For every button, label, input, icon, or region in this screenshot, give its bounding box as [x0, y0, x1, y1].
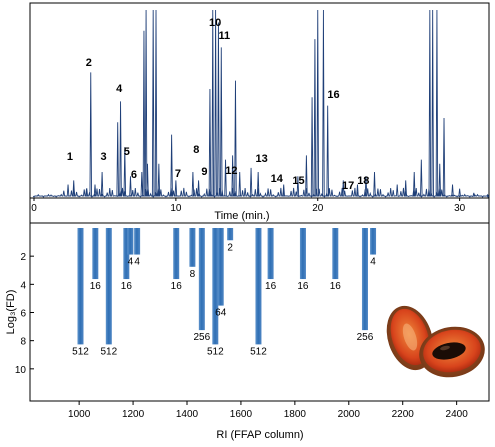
- aeda-bar-fd-label: 16: [90, 281, 102, 292]
- aeda-y-tick-label: 8: [20, 337, 26, 348]
- peak-label: 11: [218, 30, 230, 42]
- aeda-x-label: RI (FFAP column): [216, 429, 303, 441]
- aeda-x-tick-label: 1800: [284, 409, 307, 420]
- aeda-bar-fd-label: 512: [100, 346, 117, 357]
- aeda-bar-fd-label: 16: [330, 281, 342, 292]
- aeda-bar: [255, 228, 262, 345]
- aeda-panel: Log₃(FD) RI (FFAP column) 2 4 6 8 10 1000 120…: [5, 222, 490, 441]
- aeda-bar: [217, 228, 224, 306]
- peak-label: 10: [209, 17, 221, 29]
- aeda-bar-fd-label: 256: [193, 332, 210, 343]
- aeda-bar: [105, 228, 112, 345]
- chromatogram-x-tick-label: 20: [312, 203, 324, 214]
- aeda-bar-fd-label: 16: [265, 281, 277, 292]
- aeda-x-tick-label: 2200: [392, 409, 415, 420]
- aeda-bar: [127, 228, 134, 255]
- aeda-x-tick-label: 1200: [122, 409, 145, 420]
- aeda-bar-fd-label: 2: [227, 242, 233, 253]
- aeda-bar: [189, 228, 196, 267]
- peak-label: 4: [116, 83, 123, 95]
- peak-label: 18: [357, 175, 369, 187]
- aeda-bar-fd-label: 8: [190, 269, 196, 280]
- aeda-bar-fd-label: 512: [207, 346, 224, 357]
- aeda-bar: [92, 228, 99, 280]
- peak-label: 8: [193, 144, 199, 156]
- chromatogram-trace: [32, 9, 490, 198]
- aeda-bar: [134, 228, 141, 255]
- aeda-bar: [173, 228, 180, 280]
- peak-label: 7: [175, 168, 181, 180]
- aeda-x-tick-label: 2400: [446, 409, 469, 420]
- aeda-bar-fd-label: 512: [250, 346, 267, 357]
- aeda-y-tick-label: 4: [20, 280, 26, 291]
- aeda-bar-fd-label: 16: [121, 281, 133, 292]
- peak-label: 14: [271, 173, 284, 185]
- peak-label: 1: [67, 151, 73, 163]
- chromatogram-x-tick-label: 10: [170, 203, 182, 214]
- aeda-bar: [198, 228, 205, 331]
- peak-label: 12: [225, 165, 237, 177]
- aeda-bar: [227, 228, 234, 241]
- sapodilla-fruit-picture: [386, 305, 485, 378]
- peak-label: 16: [327, 89, 339, 101]
- aeda-bar-fd-label: 512: [72, 346, 89, 357]
- aeda-y-label: Log₃(FD): [5, 290, 17, 335]
- chromatogram-x-tick-label: 30: [454, 203, 466, 214]
- aeda-bar-fd-label: 256: [357, 332, 374, 343]
- aeda-x-tick-label: 1600: [230, 409, 253, 420]
- aeda-bar-fd-label: 16: [171, 281, 183, 292]
- aeda-bar: [361, 228, 368, 331]
- peak-label: 6: [131, 169, 137, 181]
- aeda-bar: [123, 228, 130, 280]
- peak-label: 9: [201, 166, 207, 178]
- aeda-bar: [370, 228, 377, 255]
- chromatogram-frame: [29, 2, 490, 224]
- peak-label: 15: [292, 175, 304, 187]
- peak-label: 17: [342, 180, 354, 192]
- peak-label: 3: [100, 151, 106, 163]
- aeda-y-tick-label: 10: [15, 365, 27, 376]
- aeda-bar-fd-label: 16: [297, 281, 309, 292]
- aeda-bar: [77, 228, 84, 345]
- aeda-x-tick-label: 1400: [176, 409, 199, 420]
- peak-label: 2: [86, 57, 92, 69]
- chromatogram-x-tick-label: 0: [31, 203, 37, 214]
- aeda-bar: [299, 228, 306, 280]
- peak-label: 13: [255, 153, 267, 165]
- chromatogram-x-label: Time (min.): [214, 210, 269, 222]
- aeda-bar: [332, 228, 339, 280]
- aeda-bar-fd-label: 4: [128, 257, 134, 268]
- aeda-bar-fd-label: 4: [134, 257, 140, 268]
- aeda-bar: [267, 228, 274, 280]
- aeda-bar: [212, 228, 219, 345]
- aeda-x-tick-label: 2000: [338, 409, 361, 420]
- peak-label: 5: [124, 146, 130, 158]
- aeda-bar-fd-label: 4: [370, 257, 376, 268]
- aeda-bar-fd-label: 64: [215, 308, 227, 319]
- aeda-y-tick-label: 2: [20, 252, 26, 263]
- aeda-x-tick-label: 1000: [68, 409, 91, 420]
- aeda-y-tick-label: 6: [20, 309, 26, 320]
